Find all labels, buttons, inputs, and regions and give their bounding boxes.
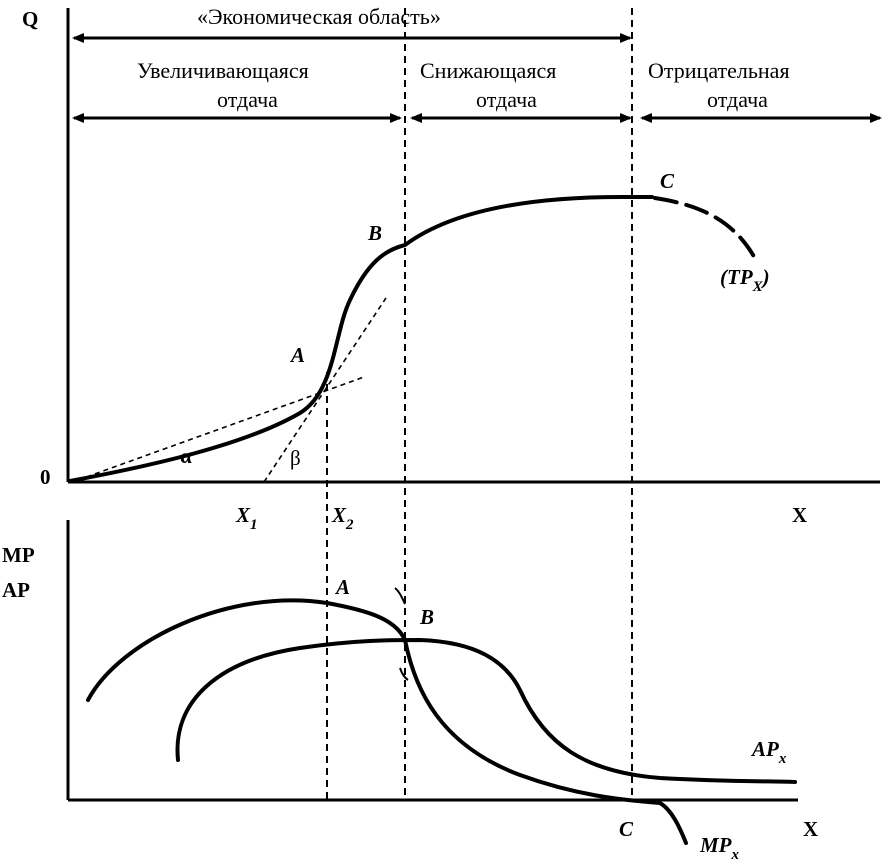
mp-curve: [86, 598, 688, 845]
point-b-mark-top: [394, 587, 406, 605]
zone-increasing-line1: Увеличивающаяся: [137, 58, 309, 83]
x1-tick-label: X1: [235, 503, 258, 533]
x2-tick-label: X2: [331, 503, 354, 533]
zone-negative-line1: Отрицательная: [648, 58, 790, 83]
tp-curve-label: (TPX): [720, 265, 770, 295]
top-x-axis-label: X: [792, 503, 807, 527]
top-y-axis-label: Q: [22, 7, 38, 31]
top-chart: Q X 0 «Экономическая область» Увеличиваю…: [22, 4, 882, 533]
ap-curve-label: APx: [750, 737, 787, 767]
beta-tangent-line: [263, 297, 387, 483]
economic-region-label: «Экономическая область»: [197, 4, 441, 29]
zone-decreasing-line2: отдача: [476, 87, 537, 112]
zone-negative-line2: отдача: [707, 87, 768, 112]
tp-curve-label-main: (TP: [720, 265, 753, 289]
point-a-bottom: A: [334, 575, 350, 599]
point-a-top: A: [289, 343, 305, 367]
bottom-y-axis-label-ap: AP: [2, 578, 30, 602]
bottom-x-axis-label: X: [803, 817, 818, 841]
zone-decreasing-line1: Снижающаяся: [420, 58, 556, 83]
tp-curve: [68, 194, 654, 483]
bottom-chart: MP AP X A B C APx MPx: [2, 520, 818, 862]
bottom-y-axis-label-mp: MP: [2, 543, 35, 567]
zone-increasing-line2: отдача: [217, 87, 278, 112]
origin-label: 0: [40, 465, 51, 489]
tp-curve-label-close: ): [761, 265, 770, 289]
tp-curve-declining-dashed: [653, 196, 759, 264]
point-b-bottom: B: [419, 605, 434, 629]
point-b-top: B: [367, 221, 382, 245]
point-c-top: C: [660, 169, 675, 193]
angle-beta: β: [290, 446, 301, 470]
tp-curve-label-sub: X: [752, 279, 764, 295]
point-c-bottom: C: [619, 817, 634, 841]
mp-curve-label: MPx: [699, 833, 740, 862]
ap-curve: [175, 637, 797, 784]
point-b-mark-bottom: [399, 667, 409, 681]
angle-alpha: α: [180, 444, 192, 468]
